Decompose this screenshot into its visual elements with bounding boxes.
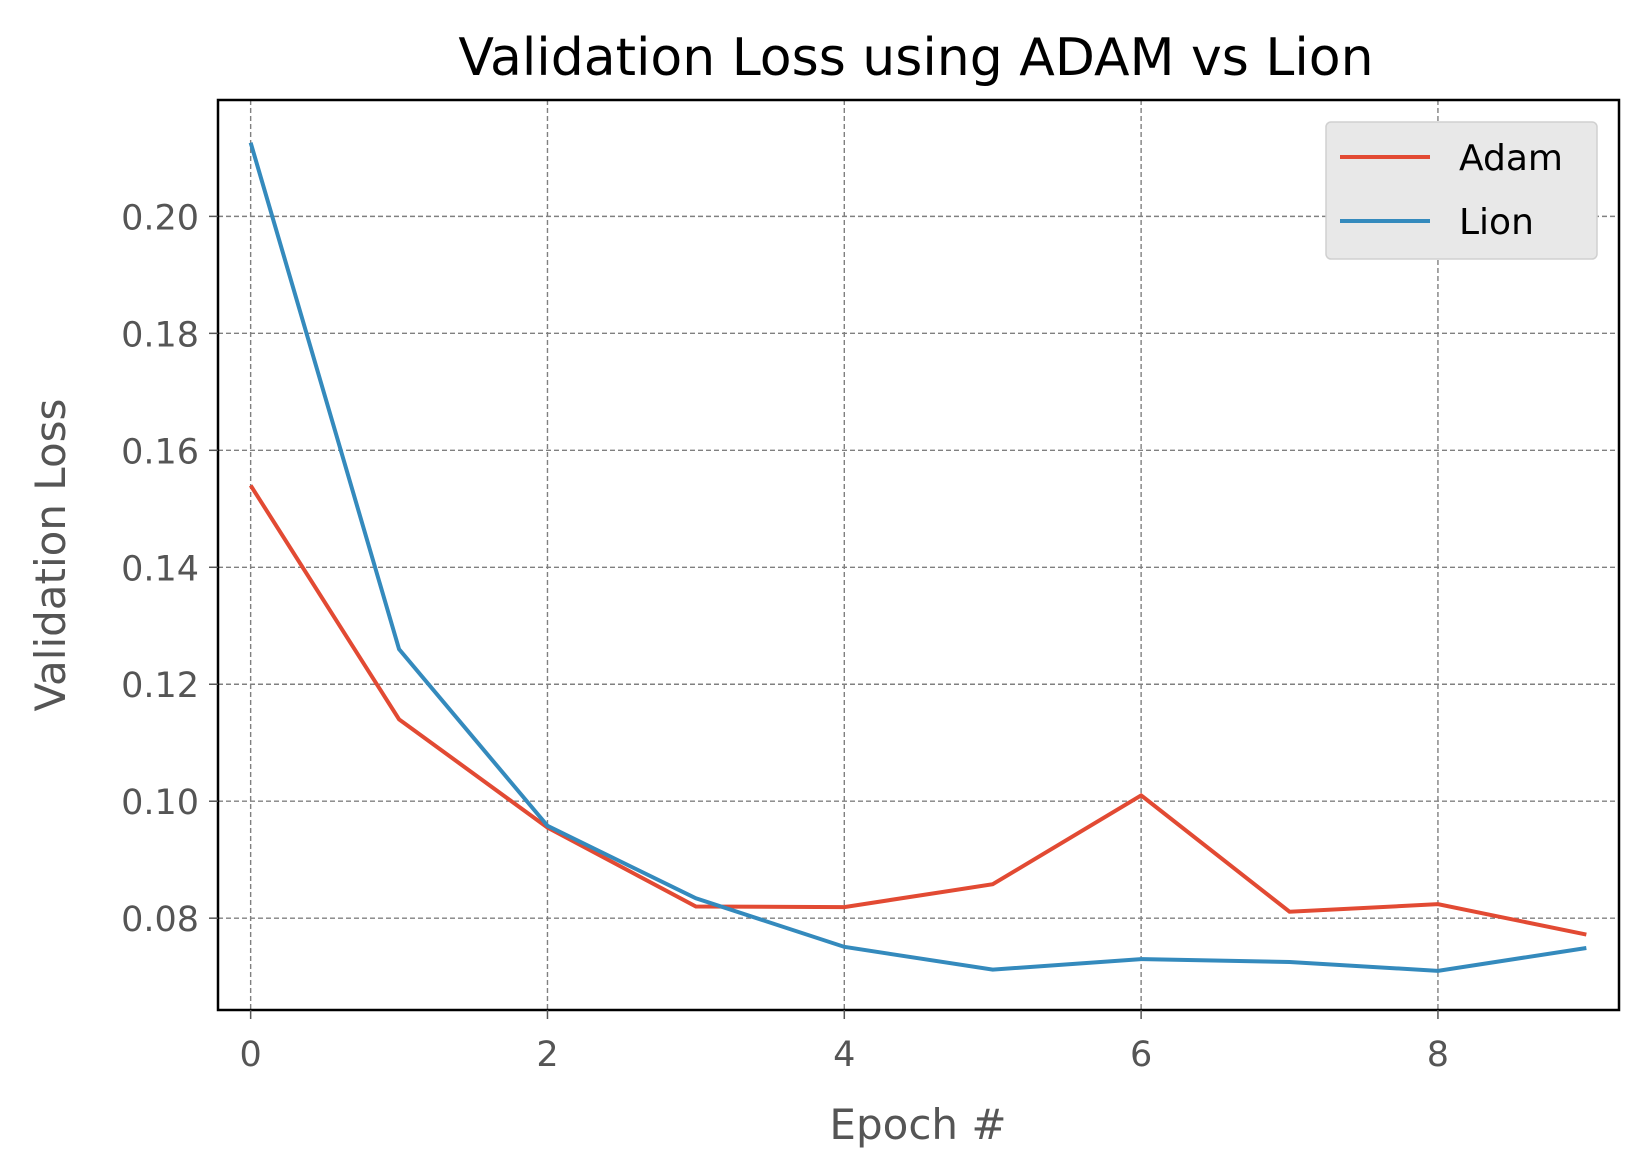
y-tick-label: 0.10 [121, 783, 199, 823]
chart-title: Validation Loss using ADAM vs Lion [458, 28, 1373, 88]
y-tick-label: 0.12 [121, 666, 199, 706]
ticks: 0 2 4 6 8 0.08 0.10 0.12 0.14 0.16 0.18 0.20 [121, 198, 1449, 1075]
y-tick-label: 0.16 [121, 432, 199, 472]
legend: Adam Lion [1325, 121, 1598, 260]
plot-frame [216, 98, 1621, 1012]
y-tick-label: 0.20 [121, 198, 199, 238]
series-lines [248, 142, 1587, 973]
legend-label-adam: Adam [1459, 138, 1563, 179]
y-axis-label: Validation Loss [26, 399, 75, 712]
y-tick-label: 0.08 [121, 900, 199, 940]
x-tick-label: 6 [1130, 1035, 1152, 1075]
x-tick-label: 4 [833, 1035, 855, 1075]
legend-label-lion: Lion [1459, 202, 1534, 243]
x-tick-label: 0 [240, 1035, 262, 1075]
y-tick-label: 0.14 [121, 549, 199, 589]
x-tick-label: 8 [1427, 1035, 1449, 1075]
x-tick-label: 2 [536, 1035, 558, 1075]
series-line-adam [248, 484, 1587, 937]
series-line-lion [248, 142, 1587, 973]
grid [218, 100, 1619, 1010]
y-tick-label: 0.18 [121, 315, 199, 355]
x-axis-label: Epoch # [829, 1100, 1006, 1149]
